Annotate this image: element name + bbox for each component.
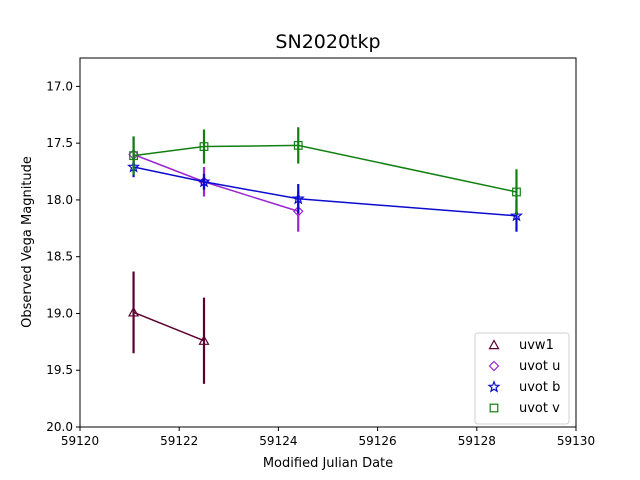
x-tick-label: 59122: [160, 434, 198, 448]
legend-label: uvot b: [519, 380, 560, 395]
data-point: [512, 187, 521, 197]
axis-ticks: 59120 59122 59124 59126 59128 59130 17.0 17.5 18…: [46, 79, 595, 448]
data-point: [292, 205, 304, 217]
data-point: [291, 191, 305, 205]
data-point: [128, 306, 140, 317]
legend-marker: [488, 339, 500, 350]
y-axis-label: Observed Vega Magnitude: [20, 156, 35, 328]
x-tick-label: 59130: [557, 434, 595, 448]
x-tick-label: 59126: [359, 434, 397, 448]
data-point: [198, 334, 210, 345]
series-uvw1: [128, 271, 210, 384]
data-point: [293, 141, 303, 150]
legend-label: uvot u: [519, 359, 560, 374]
x-tick-label: 59120: [61, 434, 99, 448]
legend-marker: [488, 360, 500, 372]
y-tick-label: 17.5: [46, 136, 73, 150]
legend-label: uvot v: [519, 401, 560, 416]
legend-marker: [489, 403, 499, 413]
plot-frame: [79, 57, 577, 428]
legend-box: [474, 332, 570, 425]
x-tick-label: 59128: [458, 434, 496, 448]
y-tick-label: 19.0: [46, 306, 73, 320]
y-tick-label: 18.5: [46, 250, 73, 264]
chart-title: SN2020tkp: [275, 31, 380, 53]
x-axis-label: Modified Julian Date: [263, 456, 393, 471]
legend: uvw1 uvot u uvot b uvot v: [474, 332, 570, 425]
y-tick-label: 20.0: [46, 420, 73, 434]
series-line: [133, 144, 517, 193]
data-point: [199, 142, 209, 151]
data-point: [197, 174, 211, 188]
y-tick-label: 19.5: [46, 363, 73, 377]
series-line: [133, 166, 517, 217]
y-tick-label: 18.0: [46, 193, 73, 207]
x-tick-label: 59124: [259, 434, 297, 448]
series-line: [133, 311, 205, 342]
data-point: [129, 151, 138, 161]
legend-label: uvw1: [519, 338, 554, 353]
legend-marker: [487, 380, 501, 393]
y-tick-label: 17.0: [46, 79, 73, 93]
series-uvot-v: [129, 127, 521, 215]
data-point: [509, 208, 524, 222]
series-layer: [127, 127, 524, 384]
